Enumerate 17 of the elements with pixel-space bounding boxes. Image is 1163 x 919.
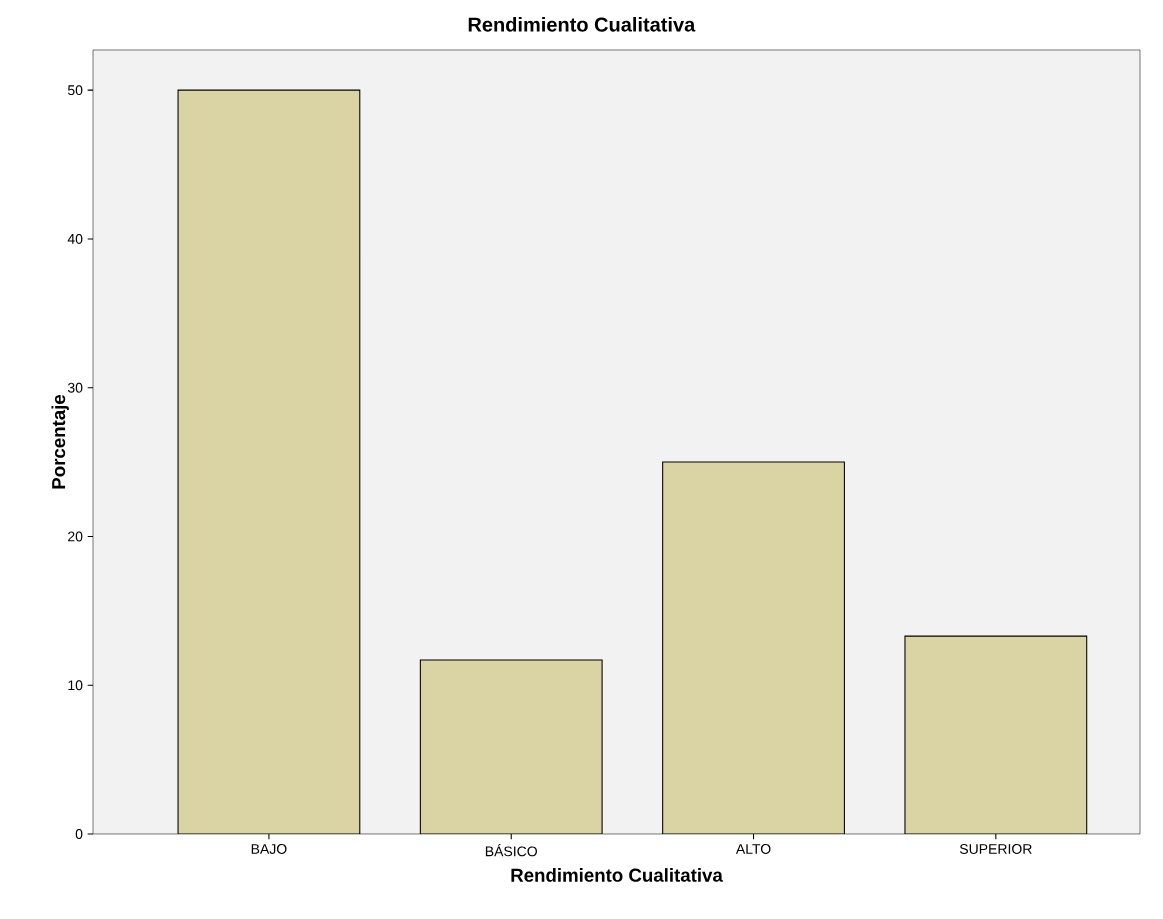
y-tick-label: 0 <box>75 829 83 839</box>
x-tick-label: BAJO <box>251 844 287 854</box>
chart-title: Rendimiento Cualitativa <box>468 16 696 32</box>
x-tick-label: ALTO <box>735 844 771 854</box>
bar <box>904 635 1088 834</box>
x-tick-label: BÁSICO <box>485 844 537 857</box>
y-tick-label: 40 <box>67 233 83 244</box>
bar <box>662 461 845 834</box>
y-tick-label: 50 <box>67 85 83 96</box>
x-tick-label: SUPERIOR <box>959 844 1032 854</box>
y-tick-label: 30 <box>67 382 83 393</box>
y-tick-label: 10 <box>68 680 83 691</box>
x-axis-title: Rendimiento Cualitativa <box>511 868 723 882</box>
bar <box>177 89 361 834</box>
bar <box>420 659 603 834</box>
y-axis-title: Porcentaje <box>51 394 69 489</box>
y-tick-label: 20 <box>68 531 83 542</box>
